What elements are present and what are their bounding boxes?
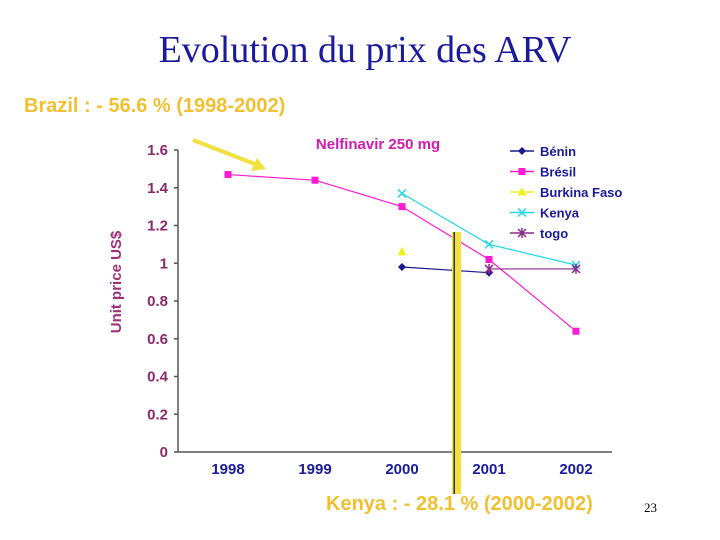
chart-title: Nelfinavir 250 mg — [316, 136, 440, 153]
y-axis-title: Unit price US$ — [108, 230, 125, 333]
kenya-annotation-bar-edge — [453, 232, 455, 494]
y-tick-label: 1 — [160, 255, 168, 272]
legend-marker-togo — [517, 228, 527, 238]
legend-label-kenya: Kenya — [540, 206, 580, 221]
slide-title: Evolution du prix des ARV — [158, 29, 572, 71]
data-point-br-sil — [572, 327, 580, 335]
y-tick-label: 0.4 — [147, 369, 169, 386]
legend-label-b-nin: Bénin — [540, 144, 576, 159]
legend-marker-b-nin — [518, 147, 526, 155]
legend-marker-br-sil — [518, 168, 526, 175]
x-tick-label: 1999 — [298, 461, 331, 478]
legend-marker-kenya — [517, 207, 527, 218]
legend-label-burkina-faso: Burkina Faso — [540, 185, 622, 200]
y-tick-label: 0.2 — [147, 406, 168, 423]
kenya-price-note: Kenya : - 28.1 % (2000-2002) — [326, 493, 593, 515]
y-tick-label: 1.6 — [147, 142, 168, 159]
data-point-br-sil — [311, 176, 319, 184]
brazil-annotation-arrowhead — [251, 158, 266, 171]
x-tick-label: 2002 — [559, 461, 592, 478]
series-line-b-nin — [401, 266, 490, 274]
legend-label-togo: togo — [540, 226, 568, 241]
y-tick-label: 1.4 — [147, 180, 169, 197]
data-point-br-sil — [224, 171, 232, 179]
data-point-togo — [484, 263, 494, 274]
data-point-b-nin — [398, 263, 406, 272]
legend-label-br-sil: Brésil — [540, 165, 576, 180]
y-tick-label: 0.8 — [147, 293, 168, 310]
data-point-kenya — [484, 239, 494, 249]
slide-number: 23 — [644, 500, 657, 515]
data-point-br-sil — [485, 255, 493, 263]
brazil-annotation-arrow — [192, 138, 261, 168]
x-tick-label: 2000 — [385, 461, 418, 478]
data-point-burkina-faso — [397, 246, 407, 256]
brazil-price-note: Brazil : - 56.6 % (1998-2002) — [24, 95, 286, 117]
data-point-togo — [571, 263, 581, 274]
data-point-br-sil — [398, 203, 406, 211]
y-tick-label: 1.2 — [147, 218, 168, 235]
kenya-annotation-bar — [452, 232, 461, 494]
y-tick-label: 0.6 — [147, 331, 168, 348]
y-tick-label: 0 — [160, 444, 168, 461]
legend-marker-burkina-faso — [517, 187, 527, 196]
x-tick-label: 1998 — [211, 461, 244, 478]
x-tick-label: 2001 — [472, 461, 505, 478]
data-point-kenya — [397, 188, 407, 198]
